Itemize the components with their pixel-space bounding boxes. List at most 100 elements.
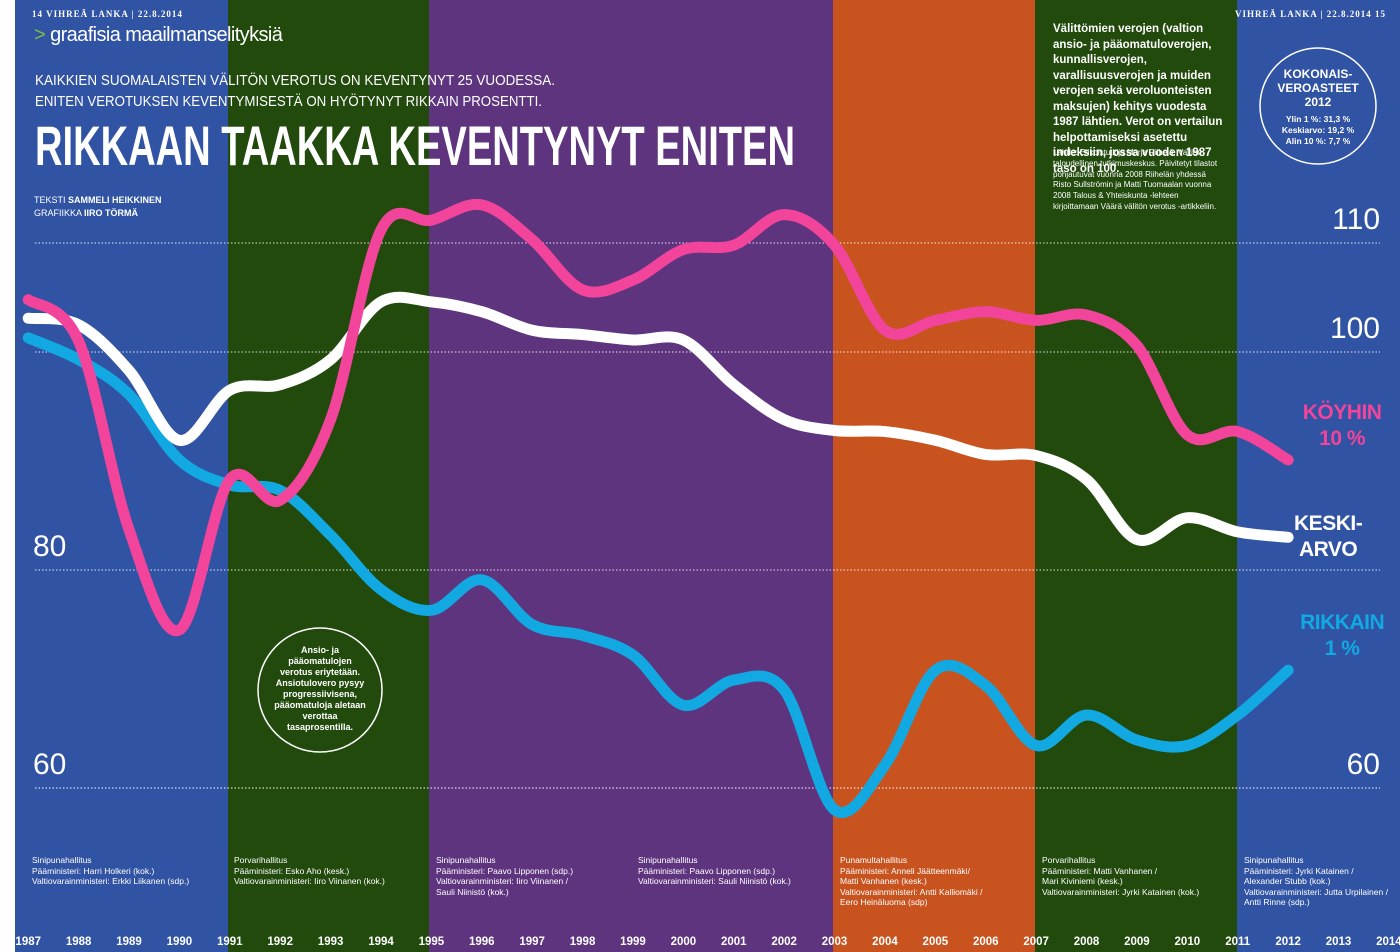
government-line: Sauli Niinistö (kok.) (436, 886, 509, 897)
series-line (22, 291, 1294, 546)
government: Sinipunahallitus Pääministeri: Paavo Lipp… (436, 855, 626, 897)
x-tick-label: 2013 (1326, 936, 1352, 948)
government-name: Sinipunahallitus (32, 855, 92, 865)
government-line: Antti Rinne (sdp.) (1244, 897, 1310, 907)
section: > graafisia maailmanselityksiä (34, 24, 283, 47)
x-tick-label: 1988 (66, 936, 92, 948)
x-tick-label: 2000 (671, 936, 697, 948)
government-line: Matti Vanhanen (kesk.) (840, 876, 927, 886)
y-tick-label: 110 (1332, 203, 1380, 236)
x-tick-label: 2001 (721, 936, 747, 948)
credit-name: SAMMELI HEIKKINEN (68, 195, 162, 205)
government-line: Valtiovarainministeri: Jyrki Katainen (k… (1042, 886, 1200, 897)
y-tick-label: 80 (33, 530, 66, 563)
government-line: Pääministeri: Matti Vanhanen / (1042, 865, 1158, 876)
series-label: RIKKAIN 1 % (1300, 611, 1385, 661)
x-tick-label: 2012 (1275, 936, 1301, 948)
page-header: 14 VIHREÄ LANKA | 22.8.2014 (32, 9, 183, 19)
band (833, 0, 1035, 952)
government: Porvarihallitus Pääministeri: Esko Aho (k… (234, 855, 424, 887)
government-line: Valtiovarainministeri: Antti Kalliomäki … (840, 886, 983, 897)
government-name: Sinipunahallitus (638, 855, 698, 865)
government-line: Valtiovarainministeri: Erkki Liikanen (s… (32, 876, 190, 886)
x-tick-label: 2009 (1124, 936, 1150, 948)
series-label: KESKI-ARVO (1294, 512, 1363, 562)
band (429, 0, 833, 952)
credits: TEKSTI SAMMELI HEIKKINEN GRAFIIKKA IIRO … (34, 194, 162, 220)
band (1035, 0, 1237, 952)
government: Sinipunahallitus Pääministeri: Jyrki Kata… (1244, 855, 1400, 908)
credit: TEKSTI SAMMELI HEIKKINEN (34, 194, 162, 207)
page-number: 14 (32, 9, 43, 19)
government-line: Pääministeri: Paavo Lipponen (sdp.) (436, 865, 574, 876)
page-number: 15 (1375, 9, 1386, 19)
x-tick-label: 2008 (1074, 936, 1100, 948)
government-line: Eero Heinäluoma (sdp) (840, 897, 928, 907)
government: Sinipunahallitus Pääministeri: Paavo Lipp… (638, 855, 828, 887)
government-name: Porvarihallitus (234, 855, 288, 865)
series-line (22, 198, 1294, 637)
x-tick-label: 1992 (267, 936, 293, 948)
government-line: Mari Kiviniemi (kesk.) (1042, 876, 1123, 886)
magazine: VIHREÄ LANKA | 22.8.2014 (46, 9, 183, 19)
x-tick-label: 2006 (973, 936, 999, 948)
government-line: Pääministeri: Esko Aho (kesk.) (234, 865, 350, 876)
government-name: Punamultahallitus (840, 855, 908, 865)
x-tick-label: 1989 (116, 936, 142, 948)
government-line: Pääministeri: Harri Holkeri (kok.) (32, 865, 155, 876)
x-tick-label: 1987 (15, 936, 41, 948)
x-tick-label: 2014 (1376, 936, 1400, 948)
government-name: Sinipunahallitus (1244, 855, 1304, 865)
rates-circle (1259, 47, 1377, 165)
x-tick-label: 2011 (1225, 936, 1251, 948)
x-tick-label: 2004 (872, 936, 898, 948)
government-line: Valtiovarainministeri: Iiro Viinanen / (436, 876, 568, 886)
x-tick-label: 1998 (570, 936, 596, 948)
credit-name: IIRO TÖRMÄ (84, 208, 139, 218)
x-tick-label: 1990 (167, 936, 193, 948)
government: Sinipunahallitus Pääministeri: Harri Holk… (32, 855, 222, 887)
description: Välittömien verojen (valtion ansio- ja p… (1053, 23, 1223, 175)
section-name: graafisia maailmanselityksiä (50, 24, 283, 46)
rate: Keskiarvo: 19,2 % (1281, 125, 1355, 135)
source: Lähde: Erikoistutkija Marja Riihelä, Val… (1053, 148, 1218, 211)
lines (22, 198, 1294, 818)
government-line: Valtiovarainministeri: Jutta Urpilainen … (1244, 886, 1388, 897)
x-tick-label: 1991 (217, 936, 243, 948)
x-tick-label: 1995 (419, 936, 445, 948)
x-tick-label: 2002 (771, 936, 797, 948)
government-line: Valtiovarainministeri: Sauli Niinistö (k… (638, 876, 791, 886)
x-tick-label: 2007 (1023, 936, 1049, 948)
government: Porvarihallitus Pääministeri: Matti Vanha… (1042, 855, 1232, 897)
page-header: VIHREÄ LANKA | 22.8.2014 15 (1235, 9, 1386, 19)
government-name: Porvarihallitus (1042, 855, 1096, 865)
government-line: Pääministeri: Anneli Jäätteenmäki/ (840, 865, 970, 876)
government-line: Pääministeri: Paavo Lipponen (sdp.) (638, 865, 776, 876)
y-tick-label: 60 (1347, 748, 1380, 781)
y-tick-label: 100 (1330, 312, 1380, 345)
series-line (22, 332, 1294, 818)
subtitle: KAIKKIEN SUOMALAISTEN VÄLITÖN VEROTUS ON… (35, 71, 555, 89)
government-line: Pääministeri: Jyrki Katainen / (1244, 865, 1354, 876)
x-tick-label: 1993 (318, 936, 344, 948)
credit-role: TEKSTI (34, 195, 66, 205)
government: Punamultahallitus Pääministeri: Anneli Jä… (840, 855, 1030, 908)
y-tick-label: 60 (33, 748, 66, 781)
x-tick-label: 2010 (1175, 936, 1201, 948)
annotation: Ansio- ja pääomatulojen verotus eriytetä… (274, 645, 366, 732)
band (1237, 0, 1400, 952)
series-label: KÖYHIN 10 % (1302, 400, 1382, 450)
x-tick-label: 2005 (923, 936, 949, 948)
rate: Alin 10 %: 7,7 % (1285, 136, 1351, 146)
rates-box: KOKONAIS-VEROASTEET 2012 Ylin 1 %: 31,3 … (1268, 67, 1368, 147)
government-line: Valtiovarainministeri: Iiro Viinanen (ko… (234, 876, 385, 886)
x-tick-label: 1994 (368, 936, 394, 948)
chart-title: RIKKAAN TAAKKA KEVENTYNYT ENITEN (35, 114, 795, 177)
band (228, 0, 429, 952)
subtitle: ENITEN VEROTUKSEN KEVENTYMISESTÄ ON HYÖT… (35, 92, 542, 110)
rates-title: KOKONAIS-VEROASTEET 2012 (1277, 67, 1359, 109)
credit-role: GRAFIIKKA (34, 208, 82, 218)
magazine: VIHREÄ LANKA | 22.8.2014 (1235, 9, 1372, 19)
